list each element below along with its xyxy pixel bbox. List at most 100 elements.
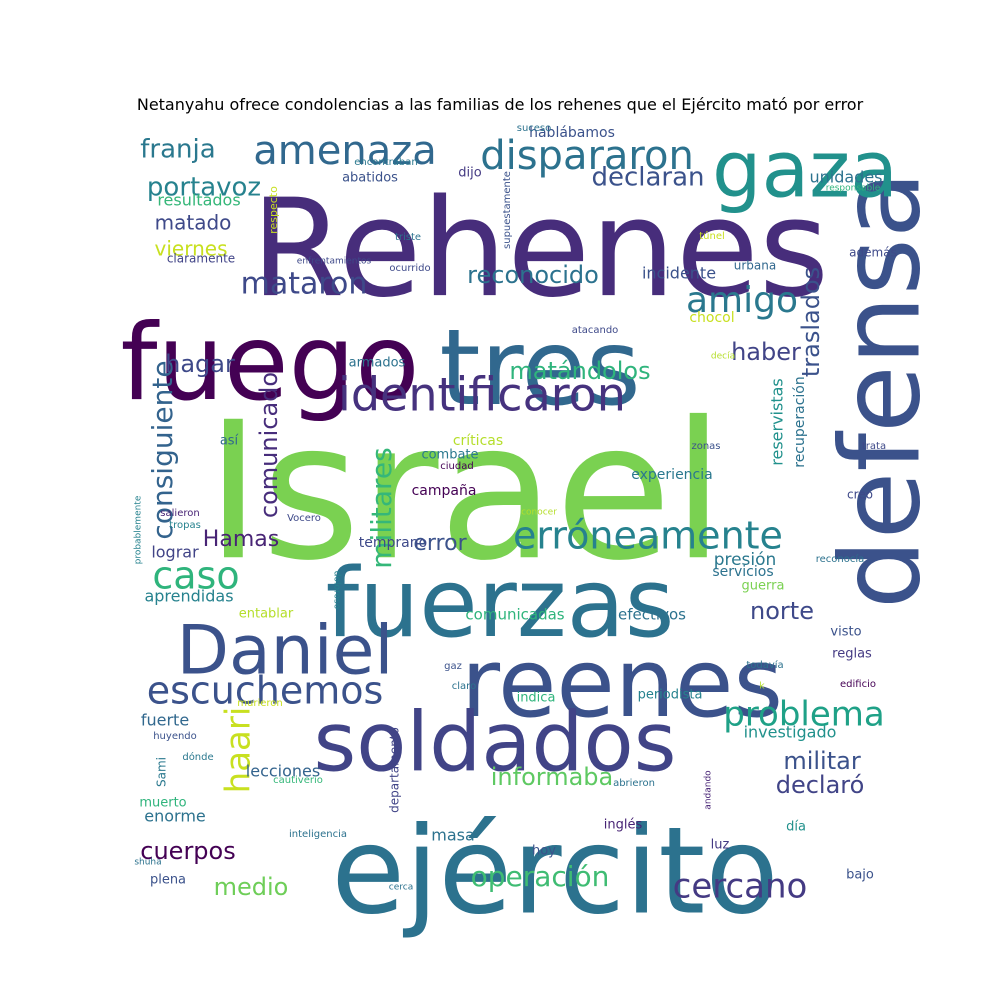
word-lecciones: lecciones: [246, 762, 320, 781]
word-salieron: salieron: [160, 508, 199, 519]
word-vocero: Vocero: [287, 513, 321, 524]
word-daniel: Daniel: [177, 612, 394, 691]
word-guerra: guerra: [742, 579, 785, 594]
word-hablábamos: hablábamos: [529, 125, 615, 141]
word-dónde: dónde: [182, 751, 213, 763]
word-investigado: investigado: [744, 723, 837, 742]
word-túnel: túnel: [699, 230, 725, 242]
word-temprano: temprano: [359, 535, 427, 551]
word-hagar: hagar: [165, 350, 235, 378]
word-visto: visto: [830, 625, 861, 640]
word-matándolos: matándolos: [509, 357, 650, 385]
word-enorme: enorme: [144, 807, 206, 826]
word-recuperación: recuperación: [792, 376, 808, 468]
word-declaran: declaran: [591, 163, 704, 193]
word-viernes: viernes: [155, 237, 228, 261]
word-fuerte: fuerte: [141, 711, 189, 730]
word-declaró: declaró: [776, 771, 865, 799]
word-reconocido: reconocido: [467, 261, 599, 289]
word-comunicadas: comunicadas: [465, 606, 564, 624]
word-andando: andando: [704, 770, 714, 810]
word-incidente: incidente: [642, 264, 716, 283]
word-luz: luz: [711, 838, 730, 853]
word-entablar: entablar: [239, 607, 294, 622]
word-trata: trata: [862, 441, 886, 452]
word-murieron: murieron: [237, 698, 282, 709]
word-shuha: shuha: [134, 858, 161, 868]
word-portavoz: portavoz: [147, 173, 261, 203]
word-servicios: servicios: [712, 564, 773, 580]
word-críticas: críticas: [453, 433, 503, 449]
word-defensa: defensa: [816, 171, 944, 609]
word-comunicado: comunicado: [255, 372, 283, 518]
word-abatidos: abatidos: [342, 171, 398, 186]
word-además: además: [849, 246, 897, 260]
word-ocurrido: ocurrido: [389, 263, 430, 274]
word-presión: presión: [714, 550, 777, 570]
word-fuerzas: fuerzas: [326, 549, 675, 659]
word-creo: creo: [847, 488, 873, 502]
word-unidades: unidades: [809, 168, 882, 187]
word-problema: problema: [723, 695, 885, 735]
word-amigo: amigo: [686, 280, 798, 321]
word-aprendidas: aprendidas: [144, 587, 233, 606]
word-traslados: traslados: [797, 267, 825, 377]
word-probablemente: probablemente: [134, 495, 144, 564]
word-respecto: respecto: [267, 186, 280, 234]
word-urbana: urbana: [734, 259, 776, 273]
word-cuerpos: cuerpos: [140, 837, 235, 865]
word-inteligencia: inteligencia: [289, 829, 347, 840]
word-ejército: ejército: [331, 803, 778, 942]
word-consiguiente: consiguiente: [146, 360, 179, 539]
word-día: día: [786, 820, 806, 835]
word-encontraban: encontraban: [354, 157, 417, 168]
word-bajo: bajo: [846, 868, 874, 883]
word-tropas: tropas: [169, 520, 201, 531]
word-caso: caso: [152, 554, 239, 598]
word-ciudad: ciudad: [440, 461, 473, 472]
word-departamento: departamento: [388, 727, 402, 813]
word-franja: franja: [140, 135, 215, 165]
word-conocer: conocer: [521, 508, 557, 518]
word-k: k: [759, 682, 765, 692]
word-rehenes: Rehenes: [251, 170, 829, 327]
word-triste: triste: [395, 232, 421, 243]
word-haber: haber: [731, 338, 801, 366]
word-medio: medio: [214, 873, 289, 901]
word-efectivos: efectivos: [618, 606, 686, 624]
word-informaba: informaba: [491, 763, 613, 791]
word-atacando: atacando: [572, 325, 619, 336]
word-amenaza: amenaza: [253, 128, 436, 174]
word-hoy: hoy: [532, 844, 556, 859]
word-sami: Sami: [155, 757, 169, 787]
word-muerto: muerto: [139, 796, 186, 811]
word-así: así: [220, 434, 239, 449]
word-dispararon: dispararon: [480, 133, 694, 179]
word-reglas: reglas: [832, 647, 872, 662]
word-lograr: lograr: [151, 543, 199, 562]
word-identificaron: identificaron: [338, 368, 626, 422]
word-norte: norte: [750, 597, 814, 625]
word-doloroso: doloroso: [332, 571, 342, 610]
word-resultados: resultados: [157, 191, 240, 210]
word-enfrentamientos: enfrentamientos: [297, 257, 372, 267]
word-responsable: responsable: [826, 184, 881, 194]
word-edificio: edificio: [840, 679, 876, 690]
word-supuestamente: supuestamente: [502, 171, 513, 249]
word-reenes: reenes: [461, 629, 783, 739]
page-title: Netanyahu ofrece condolencias a las fami…: [136, 95, 864, 114]
word-militar: militar: [783, 747, 861, 775]
word-cerca: cerca: [389, 883, 413, 893]
word-dijo: dijo: [458, 166, 481, 181]
word-cercano: cercano: [673, 867, 808, 907]
word-gaz: gaz: [444, 661, 462, 672]
word-gaza: gaza: [712, 125, 898, 215]
word-fuego: fuego: [120, 302, 419, 424]
word-claro: claro: [452, 681, 476, 692]
word-matado: matado: [155, 211, 232, 235]
word-hamas: Hamas: [203, 527, 279, 552]
word-decía: decía: [711, 352, 735, 362]
word-cautiverio: cautiverio: [273, 775, 323, 786]
word-mataron: mataron: [241, 267, 368, 302]
word-periodista: periodista: [638, 688, 703, 703]
